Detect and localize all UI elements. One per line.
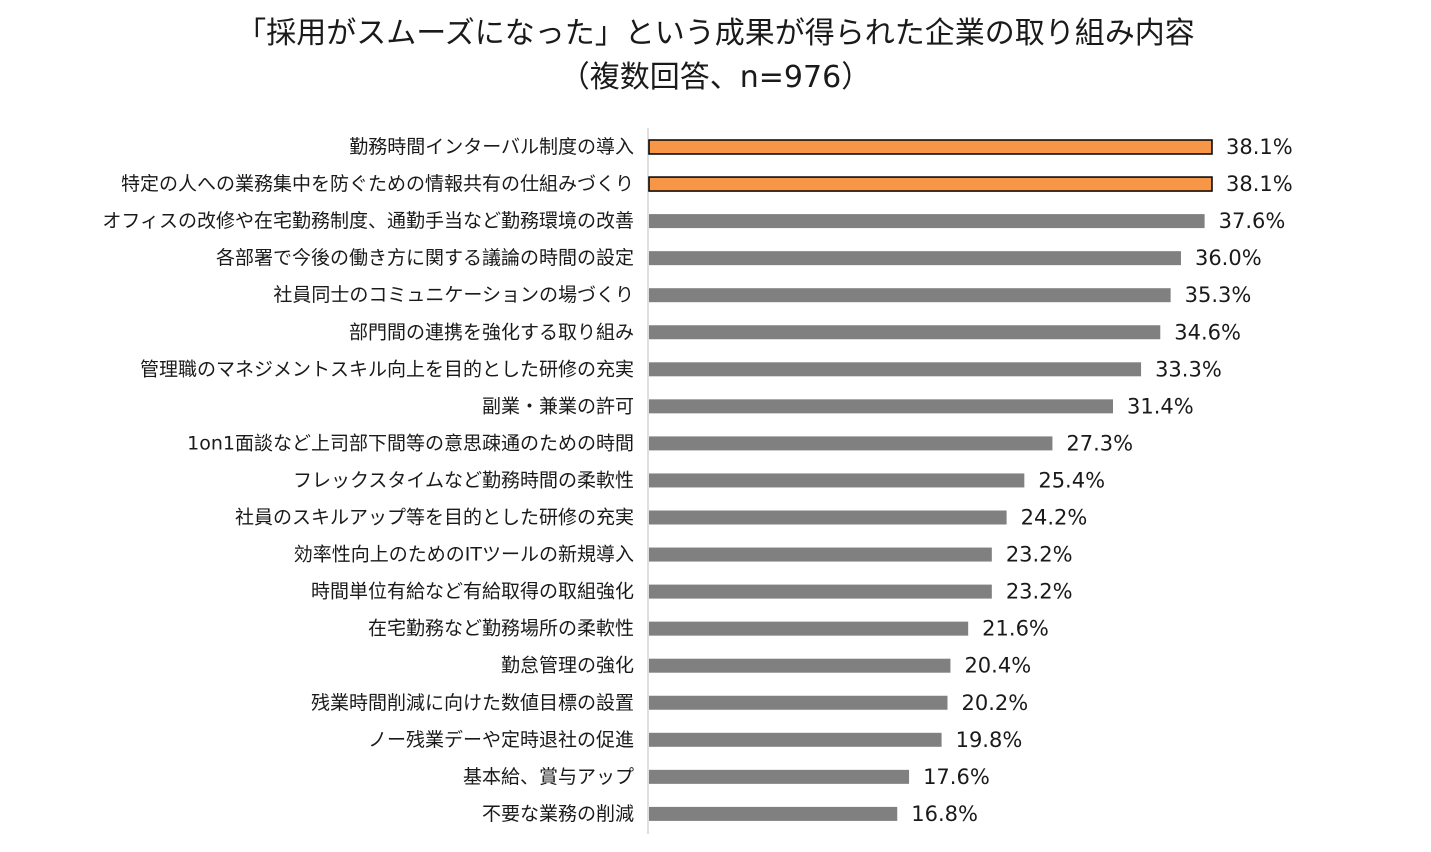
bar-highlighted	[648, 139, 1213, 155]
category-label: 1on1面談など上司部下間等の意思疎通のための時間	[187, 432, 634, 454]
bar	[649, 510, 1007, 525]
category-label: 時間単位有給など有給取得の取組強化	[311, 581, 634, 603]
category-label: 勤務時間インターバル制度の導入	[349, 136, 634, 158]
value-label: 27.3%	[1066, 431, 1133, 455]
bar	[649, 806, 898, 821]
bar	[649, 288, 1171, 303]
value-label: 38.1%	[1226, 172, 1293, 196]
category-label: 効率性向上のためのITツールの新規導入	[294, 544, 634, 566]
value-label: 34.6%	[1174, 320, 1241, 344]
category-label: フレックスタイムなど勤務時間の柔軟性	[293, 469, 634, 491]
bar	[649, 399, 1113, 414]
category-label: 各部署で今後の働き方に関する議論の時間の設定	[216, 247, 634, 269]
bar	[649, 584, 992, 599]
value-label: 31.4%	[1127, 394, 1194, 418]
bar	[649, 362, 1142, 377]
bar	[649, 325, 1161, 340]
value-label: 35.3%	[1185, 283, 1252, 307]
bar	[649, 658, 951, 673]
value-label: 24.2%	[1021, 506, 1088, 530]
value-label: 23.2%	[1006, 580, 1073, 604]
value-label: 23.2%	[1006, 543, 1073, 567]
value-label: 20.4%	[964, 654, 1031, 678]
category-label: 特定の人への業務集中を防ぐための情報共有の仕組みづくり	[121, 173, 634, 195]
value-label: 38.1%	[1226, 135, 1293, 159]
value-label: 17.6%	[923, 765, 990, 789]
bar	[649, 732, 942, 747]
category-label: 副業・兼業の許可	[482, 395, 634, 417]
category-label: 不要な業務の削減	[482, 803, 634, 825]
category-label: 社員同士のコミュニケーションの場づくり	[273, 284, 634, 306]
bar	[649, 436, 1053, 451]
bar	[649, 769, 910, 784]
category-label: 管理職のマネジメントスキル向上を目的とした研修の充実	[140, 358, 634, 380]
chart-title: 「採用がスムーズになった」という成果が得られた企業の取り組み内容	[236, 16, 1195, 51]
category-label: 社員のスキルアップ等を目的とした研修の充実	[235, 507, 634, 529]
bar	[649, 473, 1025, 488]
value-label: 25.4%	[1038, 468, 1105, 492]
chart-subtitle: （複数回答、n=976）	[559, 60, 872, 95]
value-label: 33.3%	[1155, 357, 1222, 381]
category-label: 部門間の連携を強化する取り組み	[349, 321, 634, 343]
category-label: ノー残業デーや定時退社の促進	[368, 729, 634, 751]
category-label: 基本給、賞与アップ	[463, 766, 634, 788]
bar	[649, 695, 948, 710]
category-label: 勤怠管理の強化	[501, 655, 634, 677]
value-label: 19.8%	[956, 728, 1023, 752]
bar-highlighted	[648, 176, 1213, 192]
value-label: 36.0%	[1195, 246, 1262, 270]
value-label: 37.6%	[1219, 209, 1286, 233]
category-label: オフィスの改修や在宅勤務制度、通勤手当など勤務環境の改善	[102, 210, 634, 232]
category-label: 残業時間削減に向けた数値目標の設置	[311, 692, 634, 714]
value-label: 21.6%	[982, 617, 1049, 641]
bar	[649, 251, 1181, 266]
value-label: 16.8%	[911, 802, 978, 826]
category-label: 在宅勤務など勤務場所の柔軟性	[368, 618, 634, 640]
value-label: 20.2%	[961, 691, 1028, 715]
bar	[649, 547, 992, 562]
bar	[649, 621, 969, 636]
bar	[649, 214, 1205, 229]
